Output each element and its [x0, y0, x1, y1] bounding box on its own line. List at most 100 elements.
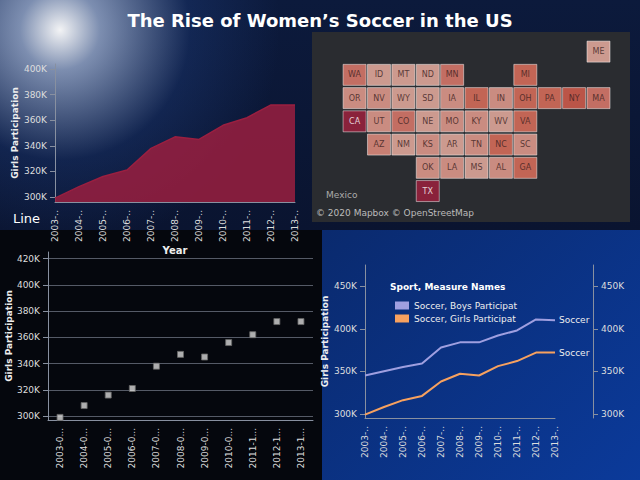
svg-text:400K: 400K — [601, 324, 625, 334]
svg-text:IL: IL — [473, 94, 480, 103]
svg-text:KY: KY — [472, 117, 482, 126]
svg-text:Soccer, Boys Participat: Soccer, Boys Participat — [414, 301, 518, 311]
svg-text:NC: NC — [495, 140, 507, 149]
svg-text:CA: CA — [349, 117, 361, 126]
svg-text:VA: VA — [520, 117, 531, 126]
svg-text:Soccer: Soccer — [559, 348, 590, 358]
svg-text:2012-..: 2012-.. — [266, 210, 276, 242]
svg-text:2010-..: 2010-.. — [493, 426, 503, 458]
svg-text:Girls Participation: Girls Participation — [10, 87, 20, 179]
svg-text:Mexico: Mexico — [326, 190, 358, 200]
svg-text:300K: 300K — [24, 192, 48, 202]
svg-text:320K: 320K — [17, 385, 41, 395]
svg-text:2006-0...: 2006-0... — [127, 428, 137, 468]
svg-text:2008-..: 2008-.. — [455, 426, 465, 458]
svg-text:WA: WA — [348, 70, 361, 79]
svg-text:2008-..: 2008-.. — [170, 210, 180, 242]
svg-text:2012-..: 2012-.. — [531, 426, 541, 458]
svg-text:2003-0...: 2003-0... — [55, 428, 65, 468]
svg-text:Girls Participation: Girls Participation — [320, 296, 330, 388]
svg-text:NV: NV — [373, 94, 385, 103]
svg-text:2011-..: 2011-.. — [512, 426, 522, 458]
svg-text:2003-..: 2003-.. — [50, 210, 60, 242]
svg-text:360K: 360K — [24, 115, 48, 125]
svg-text:2011-1...: 2011-1... — [248, 428, 258, 468]
svg-text:MT: MT — [397, 70, 409, 79]
svg-text:NY: NY — [569, 94, 580, 103]
svg-text:KS: KS — [423, 140, 433, 149]
svg-text:2008-0...: 2008-0... — [176, 428, 186, 468]
svg-text:PA: PA — [545, 94, 555, 103]
svg-text:The Rise of Women’s Soccer in: The Rise of Women’s Soccer in the US — [127, 10, 512, 31]
svg-text:2010-..: 2010-.. — [218, 210, 228, 242]
svg-text:300K: 300K — [334, 409, 358, 419]
svg-text:2006-..: 2006-.. — [122, 210, 132, 242]
svg-text:2005-0...: 2005-0... — [103, 428, 113, 468]
svg-text:Year: Year — [162, 245, 188, 256]
svg-text:OK: OK — [422, 163, 434, 172]
svg-text:2007-..: 2007-.. — [146, 210, 156, 242]
svg-text:2007-0...: 2007-0... — [151, 428, 161, 468]
svg-text:UT: UT — [374, 117, 385, 126]
svg-text:340K: 340K — [24, 141, 48, 151]
svg-text:IA: IA — [448, 94, 456, 103]
svg-text:NM: NM — [397, 140, 410, 149]
svg-text:LA: LA — [447, 163, 458, 172]
svg-text:450K: 450K — [601, 281, 625, 291]
svg-text:2006-..: 2006-.. — [417, 426, 427, 458]
svg-text:400K: 400K — [334, 324, 358, 334]
svg-text:380K: 380K — [24, 90, 48, 100]
svg-text:320K: 320K — [24, 166, 48, 176]
svg-text:350K: 350K — [601, 366, 625, 376]
svg-text:Line: Line — [13, 211, 40, 226]
svg-text:OH: OH — [519, 94, 531, 103]
svg-text:MA: MA — [592, 94, 605, 103]
svg-text:300K: 300K — [17, 411, 41, 421]
svg-text:2013-..: 2013-.. — [550, 426, 560, 458]
svg-text:Sport, Measure Names: Sport, Measure Names — [390, 282, 505, 292]
svg-text:350K: 350K — [334, 366, 358, 376]
svg-text:2005-..: 2005-.. — [398, 426, 408, 458]
svg-text:Soccer: Soccer — [559, 315, 590, 325]
svg-text:WY: WY — [397, 94, 410, 103]
svg-text:2009-0...: 2009-0... — [200, 428, 210, 468]
svg-text:360K: 360K — [17, 332, 41, 342]
svg-text:2003-..: 2003-.. — [360, 426, 370, 458]
svg-text:MO: MO — [446, 117, 459, 126]
svg-text:MS: MS — [471, 163, 483, 172]
svg-text:2009-..: 2009-.. — [474, 426, 484, 458]
svg-text:2007-..: 2007-.. — [436, 426, 446, 458]
svg-text:2005-..: 2005-.. — [98, 210, 108, 242]
svg-text:WV: WV — [494, 117, 508, 126]
svg-text:ND: ND — [422, 70, 434, 79]
svg-text:AR: AR — [447, 140, 458, 149]
svg-text:CO: CO — [397, 117, 409, 126]
svg-text:Girls Participation: Girls Participation — [4, 290, 14, 382]
svg-text:MI: MI — [521, 70, 530, 79]
svg-text:400K: 400K — [17, 280, 41, 290]
svg-text:TX: TX — [422, 187, 434, 196]
svg-text:NE: NE — [422, 117, 433, 126]
svg-text:2009-..: 2009-.. — [194, 210, 204, 242]
svg-text:MN: MN — [446, 70, 459, 79]
svg-text:340K: 340K — [17, 359, 41, 369]
svg-text:2013-1...: 2013-1... — [296, 428, 306, 468]
svg-text:GA: GA — [519, 163, 531, 172]
svg-text:2011-..: 2011-.. — [242, 210, 252, 242]
svg-text:SC: SC — [520, 140, 531, 149]
svg-text:450K: 450K — [334, 281, 358, 291]
svg-text:2004-..: 2004-.. — [74, 210, 84, 242]
svg-text:AL: AL — [496, 163, 506, 172]
svg-text:TN: TN — [470, 140, 482, 149]
svg-text:2004-0...: 2004-0... — [79, 428, 89, 468]
svg-text:2010-0...: 2010-0... — [224, 428, 234, 468]
svg-text:SD: SD — [422, 94, 433, 103]
svg-text:OR: OR — [349, 94, 361, 103]
svg-text:AZ: AZ — [373, 140, 384, 149]
svg-text:300K: 300K — [601, 409, 625, 419]
svg-text:2012-1...: 2012-1... — [272, 428, 282, 468]
svg-text:ID: ID — [375, 70, 384, 79]
svg-text:2013-..: 2013-.. — [290, 210, 300, 242]
svg-text:420K: 420K — [17, 254, 41, 264]
svg-text:2004-..: 2004-.. — [379, 426, 389, 458]
